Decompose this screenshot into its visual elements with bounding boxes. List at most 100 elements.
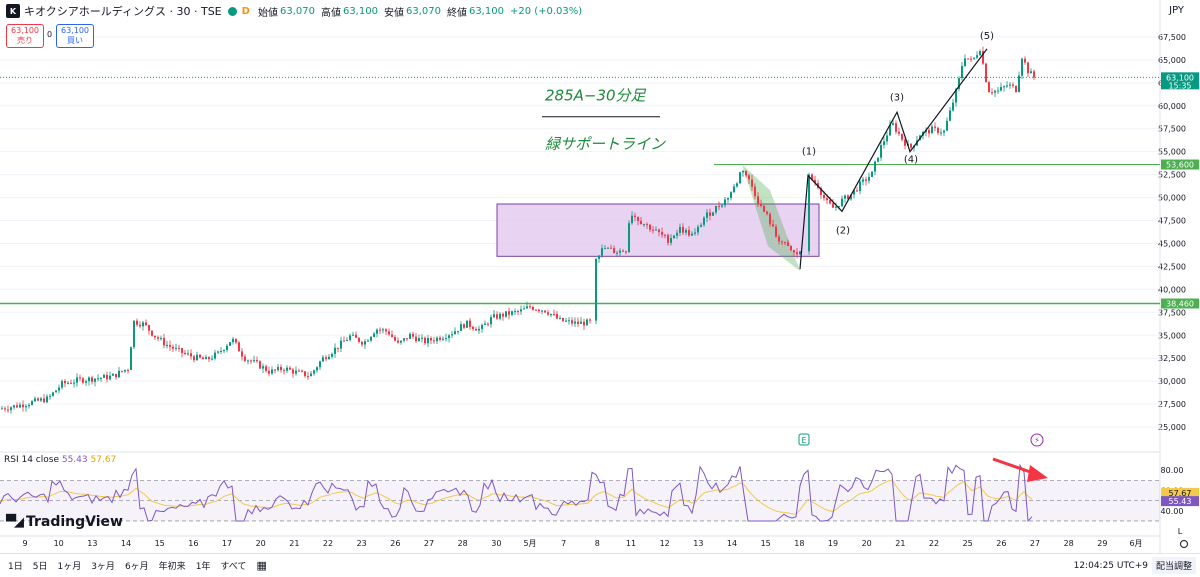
timeframe-all[interactable]: すべて	[220, 562, 247, 572]
candle-body	[1009, 84, 1011, 86]
candle-body	[439, 337, 441, 340]
timeframe-1y[interactable]: 1年	[195, 562, 211, 572]
candle-body	[205, 357, 207, 360]
candle-body	[202, 357, 204, 360]
timeframe-1m[interactable]: 1ヶ月	[57, 562, 82, 572]
candle-body	[784, 242, 786, 244]
candle-body	[1027, 62, 1029, 74]
candle-body	[1000, 87, 1002, 91]
candle-body	[25, 406, 27, 408]
tradingview-brand[interactable]: ▀◢ TradingView	[6, 514, 123, 530]
candle-body	[58, 387, 60, 391]
red-arrow-shaft	[992, 457, 1037, 476]
timeframe-ytd[interactable]: 年初来	[158, 562, 186, 572]
candle-body	[322, 357, 324, 362]
buy-price: 63,100	[61, 26, 89, 35]
candle-body	[172, 346, 174, 349]
candle-body	[715, 205, 717, 213]
x-tick-label-25: 20	[862, 539, 872, 548]
candle-body	[361, 341, 363, 345]
rsi-legend[interactable]: RSI 14 close 55.43 57.67	[4, 455, 116, 465]
x-tick-label-23: 18	[794, 539, 804, 548]
candle-body	[118, 370, 120, 378]
candle-body	[22, 404, 24, 408]
dividend-marker-icon	[1030, 433, 1044, 447]
candle-body	[691, 233, 693, 236]
buy-button[interactable]: 63,100 買い	[56, 24, 94, 48]
candle-body	[649, 224, 651, 230]
candle-body	[142, 322, 144, 327]
rsi-band	[0, 480, 1160, 521]
candle-body	[1006, 85, 1008, 87]
candle-body	[1033, 71, 1035, 78]
candle-body	[538, 309, 540, 312]
candle-body	[13, 405, 15, 408]
timeframe-3m[interactable]: 3ヶ月	[91, 562, 115, 572]
candle-body	[43, 398, 45, 403]
price-label-bg-1	[1161, 159, 1199, 170]
candle-body	[52, 392, 54, 396]
wave-label-4: (4)	[904, 155, 918, 166]
candle-body	[454, 331, 456, 335]
candle-body	[799, 251, 801, 255]
dividend-adjust-button[interactable]: 配当調整	[1151, 557, 1196, 574]
candle-body	[1024, 58, 1026, 63]
x-tick-label-29: 26	[996, 539, 1006, 548]
candle-body	[844, 195, 846, 199]
candle-body	[346, 339, 348, 341]
candle-body	[97, 378, 99, 380]
rsi-value-label-bg	[1161, 496, 1199, 507]
candle-body	[91, 377, 93, 382]
candle-body	[199, 354, 201, 358]
y-tick-label-12: 55,000	[1158, 148, 1186, 157]
candle-body	[391, 334, 393, 337]
date-range-calendar-icon[interactable]: ▦	[256, 559, 267, 572]
rsi-label: RSI 14 close	[4, 455, 59, 465]
log-scale-toggle: L	[1178, 527, 1183, 536]
y-tick-label-7: 42,500	[1158, 262, 1186, 271]
sell-button[interactable]: 63,100 売り	[6, 24, 44, 48]
wave-label-3: (3)	[890, 92, 904, 103]
candle-body	[1003, 86, 1005, 88]
candle-body	[214, 352, 216, 359]
clock[interactable]: 12:04:25 UTC+9	[1073, 560, 1148, 571]
candle-body	[718, 205, 720, 207]
candle-body	[433, 340, 435, 342]
candle-body	[295, 370, 297, 374]
x-tick-label-19: 12	[660, 539, 670, 548]
candle-body	[187, 353, 189, 355]
candle-body	[574, 321, 576, 324]
candle-body	[631, 215, 633, 224]
candle-body	[931, 126, 933, 134]
candle-body	[262, 366, 264, 369]
candle-body	[511, 311, 513, 315]
x-tick-label-8: 21	[289, 539, 299, 548]
data-badge: D	[241, 5, 250, 17]
timeframe-5d[interactable]: 5日	[32, 562, 48, 572]
candle-body	[232, 338, 234, 343]
candle-body	[778, 236, 780, 242]
x-tick-label-28: 25	[963, 539, 973, 548]
rsi-tick-label-0: 40.00	[1161, 507, 1184, 516]
symbol-title[interactable]: キオクシアホールディングス · 30 · TSE	[24, 5, 222, 18]
candle-body	[757, 196, 759, 204]
timeframe-1d[interactable]: 1日	[8, 562, 23, 572]
candle-body	[895, 123, 897, 132]
candle-body	[19, 404, 21, 408]
x-tick-label-7: 20	[256, 539, 266, 548]
currency-label[interactable]: JPY	[1169, 5, 1184, 16]
candle-body	[721, 205, 723, 207]
rsi-ma-label-bg	[1161, 487, 1199, 498]
y-tick-label-14: 60,000	[1158, 102, 1186, 111]
candle-body	[604, 248, 606, 250]
candle-body	[835, 206, 837, 208]
candle-body	[709, 212, 711, 216]
candle-body	[286, 367, 288, 371]
candle-body	[820, 187, 822, 195]
timeframe-6m[interactable]: 6ヶ月	[124, 562, 149, 572]
candle-body	[808, 174, 810, 252]
rsi-value-label: 55.43	[1169, 497, 1192, 506]
candle-body	[877, 157, 879, 162]
